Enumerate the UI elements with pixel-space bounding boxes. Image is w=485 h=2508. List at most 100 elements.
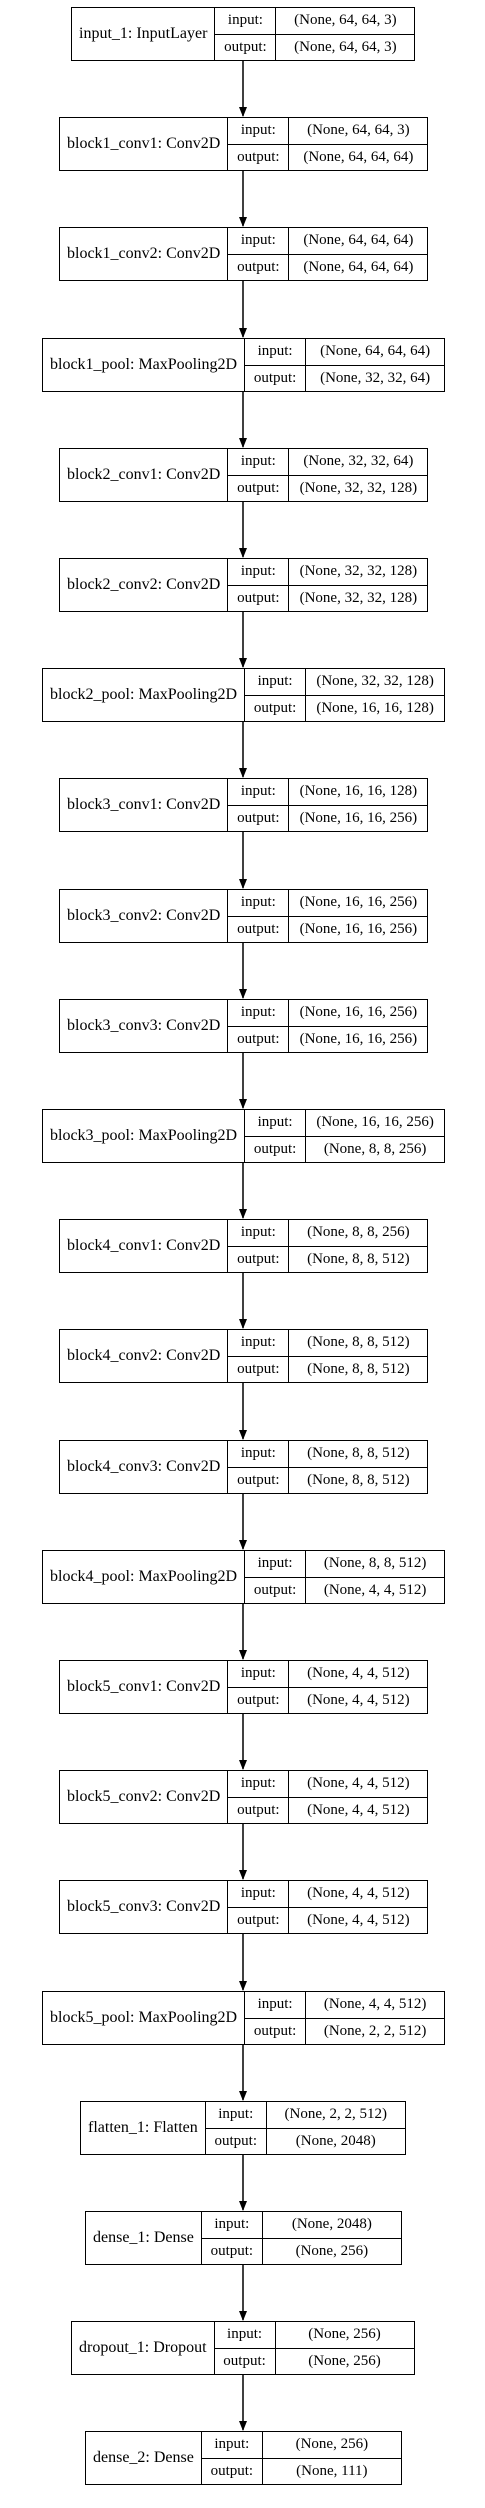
layer-shapes: input: (None, 64, 64, 64) output: (None, 64…	[228, 228, 427, 280]
layer-node: block4_conv2: Conv2D input: (None, 8, 8, 5…	[59, 1329, 428, 1383]
layer-node: block4_conv3: Conv2D input: (None, 8, 8, 5…	[59, 1440, 428, 1494]
layer-name: block4_pool: MaxPooling2D	[43, 1551, 245, 1603]
layer-name: input_1: InputLayer	[72, 8, 215, 60]
input-shape: (None, 16, 16, 128)	[289, 779, 427, 805]
input-row: input: (None, 16, 16, 256)	[228, 1000, 427, 1026]
input-shape: (None, 64, 64, 64)	[306, 339, 444, 365]
input-label: input:	[228, 1330, 289, 1356]
output-label: output:	[228, 1027, 289, 1053]
input-row: input: (None, 8, 8, 512)	[228, 1330, 427, 1356]
output-row: output: (None, 111)	[202, 2458, 401, 2485]
output-shape: (None, 64, 64, 64)	[289, 255, 427, 281]
input-shape: (None, 64, 64, 3)	[289, 118, 427, 144]
output-shape: (None, 16, 16, 256)	[289, 917, 427, 943]
input-shape: (None, 2048)	[263, 2212, 401, 2238]
output-label: output:	[228, 255, 289, 281]
input-shape: (None, 256)	[276, 2322, 414, 2348]
output-label: output:	[245, 2019, 306, 2045]
layer-shapes: input: (None, 8, 8, 256) output: (None, 8, …	[228, 1220, 427, 1272]
output-label: output:	[206, 2129, 267, 2155]
input-shape: (None, 64, 64, 3)	[276, 8, 414, 34]
output-shape: (None, 32, 32, 128)	[289, 586, 427, 612]
layer-shapes: input: (None, 32, 32, 128) output: (None, 3…	[228, 559, 427, 611]
layer-name: dense_1: Dense	[86, 2212, 202, 2264]
layer-node: block5_conv3: Conv2D input: (None, 4, 4, 5…	[59, 1880, 428, 1934]
output-shape: (None, 8, 8, 512)	[289, 1357, 427, 1383]
layer-shapes: input: (None, 4, 4, 512) output: (None, 4, …	[228, 1661, 427, 1713]
output-shape: (None, 2048)	[267, 2129, 405, 2155]
output-row: output: (None, 64, 64, 64)	[228, 144, 427, 171]
input-row: input: (None, 64, 64, 64)	[228, 228, 427, 254]
layer-node: block2_pool: MaxPooling2D input: (None, 32…	[42, 668, 445, 722]
layer-shapes: input: (None, 2048) output: (None, 256)	[202, 2212, 401, 2264]
input-shape: (None, 256)	[263, 2432, 401, 2458]
output-row: output: (None, 32, 32, 128)	[228, 585, 427, 612]
layer-name: block4_conv3: Conv2D	[60, 1441, 228, 1493]
layer-shapes: input: (None, 4, 4, 512) output: (None, 4, …	[228, 1771, 427, 1823]
output-row: output: (None, 4, 4, 512)	[228, 1797, 427, 1824]
input-label: input:	[228, 1661, 289, 1687]
output-label: output:	[245, 1137, 306, 1163]
layer-node: block3_conv3: Conv2D input: (None, 16, 16,…	[59, 999, 428, 1053]
layer-shapes: input: (None, 256) output: (None, 111)	[202, 2432, 401, 2484]
output-row: output: (None, 8, 8, 256)	[245, 1136, 444, 1163]
input-label: input:	[206, 2102, 267, 2128]
output-row: output: (None, 8, 8, 512)	[228, 1246, 427, 1273]
output-row: output: (None, 4, 4, 512)	[228, 1687, 427, 1714]
input-label: input:	[228, 1881, 289, 1907]
output-label: output:	[228, 1357, 289, 1383]
output-shape: (None, 256)	[263, 2239, 401, 2265]
input-row: input: (None, 16, 16, 256)	[245, 1110, 444, 1136]
layer-name: block5_conv1: Conv2D	[60, 1661, 228, 1713]
output-row: output: (None, 32, 32, 128)	[228, 475, 427, 502]
input-row: input: (None, 2048)	[202, 2212, 401, 2238]
output-shape: (None, 256)	[276, 2349, 414, 2375]
output-row: output: (None, 16, 16, 256)	[228, 805, 427, 832]
output-label: output:	[228, 806, 289, 832]
layer-name: block5_conv2: Conv2D	[60, 1771, 228, 1823]
input-label: input:	[202, 2212, 263, 2238]
layer-node: block1_conv2: Conv2D input: (None, 64, 64,…	[59, 227, 428, 281]
output-row: output: (None, 16, 16, 128)	[245, 695, 444, 722]
output-label: output:	[202, 2459, 263, 2485]
layer-name: block3_conv2: Conv2D	[60, 890, 228, 942]
layer-node: block4_pool: MaxPooling2D input: (None, 8,…	[42, 1550, 445, 1604]
layer-node: block4_conv1: Conv2D input: (None, 8, 8, 2…	[59, 1219, 428, 1273]
output-row: output: (None, 16, 16, 256)	[228, 916, 427, 943]
input-shape: (None, 4, 4, 512)	[289, 1771, 427, 1797]
input-label: input:	[228, 1771, 289, 1797]
input-label: input:	[228, 228, 289, 254]
input-shape: (None, 16, 16, 256)	[306, 1110, 444, 1136]
layer-name: block4_conv2: Conv2D	[60, 1330, 228, 1382]
layer-node: dense_1: Dense input: (None, 2048) output: (…	[85, 2211, 402, 2265]
input-shape: (None, 32, 32, 64)	[289, 449, 427, 475]
layer-node: block5_conv2: Conv2D input: (None, 4, 4, 5…	[59, 1770, 428, 1824]
output-label: output:	[228, 476, 289, 502]
layer-name: block4_conv1: Conv2D	[60, 1220, 228, 1272]
layer-name: flatten_1: Flatten	[81, 2102, 206, 2154]
output-row: output: (None, 256)	[215, 2348, 414, 2375]
layer-name: block2_conv1: Conv2D	[60, 449, 228, 501]
layer-name: block5_pool: MaxPooling2D	[43, 1992, 245, 2044]
output-shape: (None, 16, 16, 256)	[289, 1027, 427, 1053]
output-shape: (None, 4, 4, 512)	[306, 1578, 444, 1604]
input-label: input:	[228, 559, 289, 585]
input-label: input:	[245, 669, 306, 695]
output-row: output: (None, 64, 64, 64)	[228, 254, 427, 281]
output-label: output:	[215, 35, 276, 61]
output-row: output: (None, 8, 8, 512)	[228, 1467, 427, 1494]
input-shape: (None, 2, 2, 512)	[267, 2102, 405, 2128]
input-row: input: (None, 4, 4, 512)	[228, 1881, 427, 1907]
input-label: input:	[202, 2432, 263, 2458]
output-row: output: (None, 4, 4, 512)	[245, 1577, 444, 1604]
input-label: input:	[228, 890, 289, 916]
input-shape: (None, 4, 4, 512)	[289, 1661, 427, 1687]
input-label: input:	[228, 779, 289, 805]
layer-name: block1_pool: MaxPooling2D	[43, 339, 245, 391]
input-label: input:	[245, 1110, 306, 1136]
output-label: output:	[202, 2239, 263, 2265]
input-shape: (None, 8, 8, 512)	[289, 1441, 427, 1467]
input-shape: (None, 8, 8, 256)	[289, 1220, 427, 1246]
output-shape: (None, 8, 8, 512)	[289, 1247, 427, 1273]
